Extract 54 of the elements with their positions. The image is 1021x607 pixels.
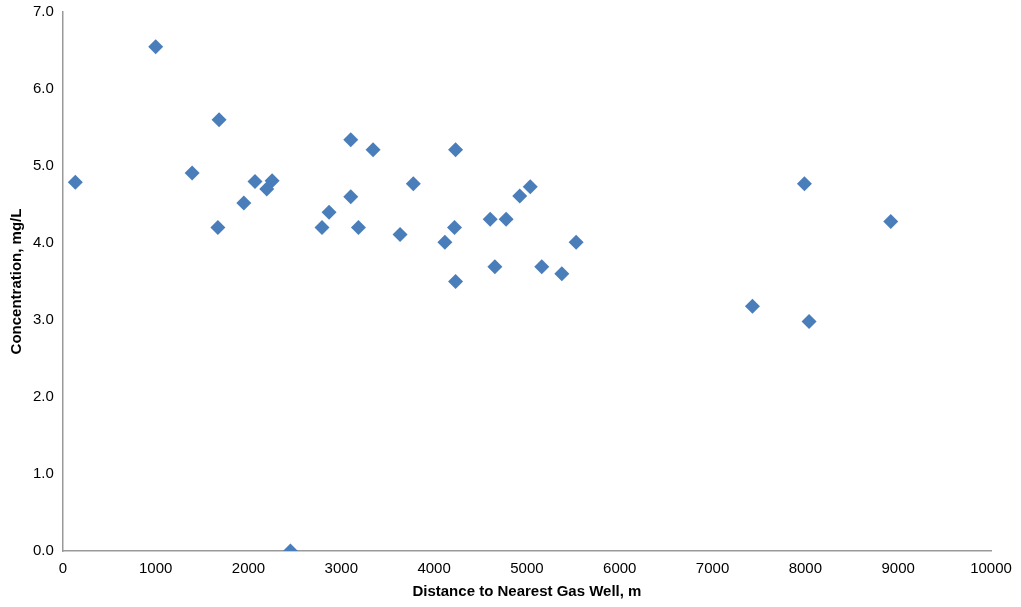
point [343, 189, 359, 205]
point [448, 274, 464, 289]
x-tick-label: 6000 [603, 559, 637, 577]
y-tick-label: 7.0 [32, 2, 54, 20]
x-tick-label: 0 [58, 559, 68, 577]
point [744, 298, 760, 314]
y-tick-label: 3.0 [32, 310, 54, 328]
point [568, 234, 584, 250]
x-axis-title: Distance to Nearest Gas Well, m [412, 582, 642, 600]
point [437, 234, 453, 250]
point [343, 132, 359, 148]
y-axis-title: Concentration, mg/L [7, 208, 25, 355]
x-tick-label: 4000 [417, 559, 451, 577]
x-tick-label: 5000 [510, 559, 544, 577]
point [498, 211, 514, 227]
point [796, 176, 812, 192]
point [448, 142, 464, 158]
y-tick-label: 5.0 [32, 156, 54, 174]
point [350, 220, 366, 236]
point [184, 165, 200, 181]
point [392, 227, 408, 243]
x-tick-label: 8000 [788, 559, 823, 577]
point [148, 39, 164, 55]
y-tick-label: 1.0 [32, 464, 54, 482]
x-tick-label: 7000 [695, 559, 730, 577]
x-tick-label: 2000 [231, 559, 266, 577]
point [211, 112, 227, 128]
point [259, 181, 275, 197]
y-tick-label: 4.0 [32, 233, 54, 251]
point [264, 173, 280, 189]
x-tick-label: 9000 [881, 559, 915, 577]
point [487, 259, 503, 275]
point [210, 220, 226, 236]
point [236, 195, 252, 211]
point [554, 266, 570, 282]
y-tick-label: 6.0 [32, 79, 54, 97]
x-tick-label: 1000 [138, 559, 173, 577]
point [512, 188, 528, 204]
point [522, 179, 538, 195]
point [447, 220, 463, 236]
point [247, 173, 263, 189]
point [67, 174, 83, 190]
x-tick-label: 3000 [324, 559, 358, 577]
point [314, 220, 330, 236]
point [365, 142, 381, 158]
y-tick-label: 2.0 [32, 387, 54, 405]
point [321, 204, 337, 220]
x-tick-label: 10000 [970, 559, 1012, 577]
point [482, 211, 498, 227]
point [534, 259, 550, 275]
point [405, 176, 421, 192]
point [801, 314, 817, 330]
y-tick-label: 0.0 [32, 541, 54, 559]
point [883, 213, 899, 229]
